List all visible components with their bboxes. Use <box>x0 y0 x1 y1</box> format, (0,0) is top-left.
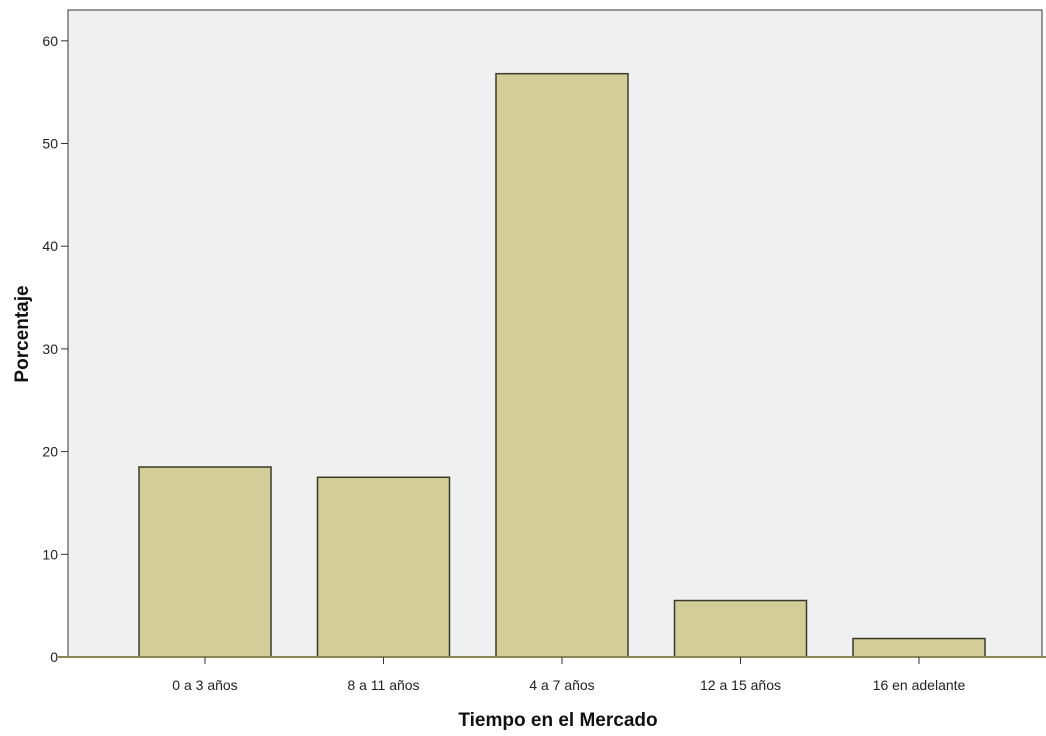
y-tick-label: 20 <box>42 444 58 460</box>
y-tick-label: 40 <box>42 238 58 254</box>
y-tick-label: 10 <box>42 546 58 562</box>
bars-group <box>138 72 986 658</box>
x-axis-title: Tiempo en el Mercado <box>458 710 657 731</box>
x-tick-label: 12 a 15 años <box>700 677 781 693</box>
bar <box>138 466 272 658</box>
bar <box>673 599 808 658</box>
x-tick-labels: 0 a 3 años 8 a 11 años 4 a 7 años 12 a 15 a… <box>172 657 966 693</box>
x-tick-label: 0 a 3 años <box>172 677 237 693</box>
y-tick-label: 60 <box>42 33 58 49</box>
y-axis-title: Porcentaje <box>12 285 33 382</box>
y-tick-label: 0 <box>50 649 58 665</box>
x-tick-label: 8 a 11 años <box>347 677 419 693</box>
y-tick-label: 30 <box>42 341 58 357</box>
x-tick-label: 4 a 7 años <box>529 677 594 693</box>
bar <box>495 72 629 658</box>
y-axis: 0 10 20 30 40 50 60 <box>42 33 68 665</box>
bar <box>852 637 986 658</box>
bar <box>316 476 451 658</box>
x-tick-label: 16 en adelante <box>873 677 966 693</box>
y-tick-label: 50 <box>42 136 58 152</box>
